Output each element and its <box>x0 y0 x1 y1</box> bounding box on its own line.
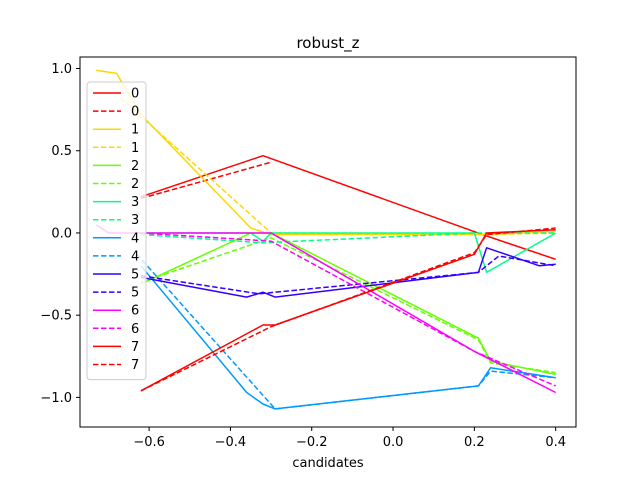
y-axis: −1.0 −0.5 0.0 0.5 1.0 <box>40 62 80 406</box>
legend-label: 1 <box>131 141 139 156</box>
legend-label: 6 <box>131 322 139 337</box>
series-line-4-solid <box>140 265 556 410</box>
series-line-0-dashed <box>140 161 272 200</box>
plot-area <box>79 56 577 428</box>
y-tick-label: 0.0 <box>51 226 72 241</box>
series-line-5-solid <box>140 247 556 298</box>
series-line-7-solid <box>140 228 556 392</box>
series-line-7-dashed <box>140 227 556 392</box>
axes-frame <box>79 56 577 428</box>
y-tick-label: 0.5 <box>51 144 72 159</box>
x-tick-label: −0.4 <box>215 435 247 450</box>
legend-label: 0 <box>131 87 139 102</box>
series-line-2-dashed <box>140 237 556 374</box>
legend-label: 1 <box>131 123 139 138</box>
legend-box <box>86 81 147 381</box>
x-tick-label: 0.0 <box>383 435 404 450</box>
series-line-3-dashed <box>140 232 556 244</box>
legend-label: 5 <box>131 268 139 283</box>
legend-label: 4 <box>131 231 139 246</box>
legend-label: 4 <box>131 249 139 264</box>
x-axis: −0.6 −0.4 −0.2 0.0 0.2 0.4 <box>133 427 566 450</box>
legend-label: 2 <box>131 159 139 174</box>
legend: 0 0 1 1 2 2 3 3 4 4 5 5 6 6 7 7 <box>86 81 147 381</box>
legend-label: 3 <box>131 213 139 228</box>
y-tick-label: 1.0 <box>51 62 72 77</box>
y-tick-label: −1.0 <box>40 391 72 406</box>
x-axis-label: candidates <box>292 456 364 471</box>
x-tick-label: −0.2 <box>296 435 328 450</box>
legend-label: 3 <box>131 195 139 210</box>
x-tick-label: 0.4 <box>545 435 566 450</box>
legend-label: 7 <box>131 340 139 355</box>
legend-label: 2 <box>131 177 139 192</box>
chart-title: robust_z <box>296 34 359 53</box>
series-line-4-dashed <box>136 253 556 410</box>
legend-label: 7 <box>131 358 139 373</box>
legend-label: 5 <box>131 286 139 301</box>
series-line-5-dashed <box>140 255 556 295</box>
y-tick-label: −0.5 <box>40 309 72 324</box>
legend-label: 0 <box>131 105 139 120</box>
series-line-0-solid <box>140 154 556 261</box>
series-line-6-dashed <box>140 232 556 387</box>
series-line-1-dashed <box>120 97 556 236</box>
x-tick-label: 0.2 <box>464 435 485 450</box>
legend-label: 6 <box>131 304 139 319</box>
x-tick-label: −0.6 <box>133 435 165 450</box>
series-lines <box>95 69 557 410</box>
